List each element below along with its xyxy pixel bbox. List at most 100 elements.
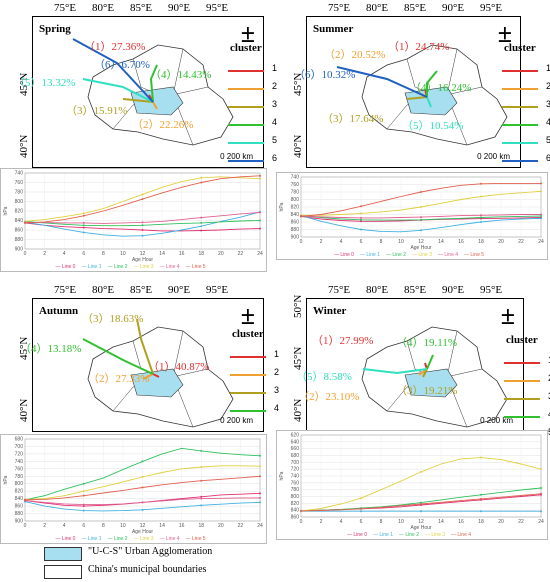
cluster-percentage-label: （4）19.11% [396, 337, 458, 349]
cluster-legend-row: 3 [230, 385, 290, 398]
chart-legend-item: — Line 0 [55, 264, 76, 270]
cluster-percentage-label: （4）16.24% [410, 82, 472, 94]
x-tick-label: 12 [418, 239, 424, 245]
scale-bar-label: 0 200 km [477, 152, 510, 161]
cluster-percentage-label: （2）22.26% [132, 119, 194, 131]
cluster-trajectory [122, 98, 154, 103]
y-tick-label: 780 [291, 190, 300, 196]
cluster-percentage-label: （5）8.58% [296, 371, 352, 383]
chart-legend-item: — Line 2 [385, 252, 406, 258]
chart-legend-item: — Line 0 [346, 532, 367, 538]
cluster-legend-label: 2 [274, 367, 280, 377]
map-frame: Spring ±0 200 km [32, 16, 264, 168]
cluster-percentage-label: （1）40.87% [148, 361, 210, 373]
cluster-legend-swatch [502, 106, 538, 108]
x-tick-label: 20 [218, 251, 224, 257]
y-tick-label: 820 [15, 209, 24, 215]
cluster-legend-row: 2 [502, 81, 550, 94]
season-panel-winter: 75°E 80°E 85°E 90°E 95°E 40°N 45°N 50°N Winter ±0… [276, 282, 550, 562]
series-marker [200, 449, 203, 452]
chart-legend-item: — Line 4 [438, 252, 459, 258]
x-tick-label: 20 [218, 523, 224, 529]
series-marker [420, 206, 422, 208]
series-marker [480, 195, 482, 198]
series-marker [360, 216, 362, 219]
coord-lon-label: 90°E [442, 2, 465, 14]
x-tick-label: 0 [24, 523, 27, 529]
cluster-trajectory [136, 318, 154, 375]
chart-legend: — Line 0 — Line 1 — Line 2 — Line 3 — Line 4… [55, 536, 211, 542]
cluster-legend-row: 3 [502, 99, 550, 112]
chart-legend-item: — Line 5 [185, 536, 206, 542]
series-marker [360, 220, 362, 223]
y-tick-label: 840 [15, 218, 24, 224]
series-marker [82, 482, 85, 485]
coord-lon-label: 75°E [54, 284, 77, 296]
series-marker [420, 510, 422, 513]
x-tick-label: 18 [478, 239, 484, 245]
cluster-legend-row: 6 [502, 153, 550, 166]
series-marker [200, 225, 203, 228]
y-tick-label: 760 [291, 182, 300, 188]
x-axis-label: Age Hour [132, 257, 153, 263]
series-marker [259, 177, 261, 180]
cluster-legend-swatch [502, 160, 538, 162]
series-marker [480, 182, 482, 185]
series-marker [141, 198, 144, 201]
x-tick-label: 10 [120, 523, 126, 529]
cluster-legend-label: 3 [274, 385, 280, 395]
x-tick-label: 10 [398, 239, 404, 245]
x-tick-label: 0 [300, 239, 303, 245]
cluster-legend-swatch [228, 142, 264, 144]
coord-lon-label: 80°E [366, 284, 389, 296]
cluster-legend-label: 6 [272, 153, 278, 163]
cluster-legend-row: 2 [504, 373, 550, 386]
cluster-legend-label: 2 [548, 373, 550, 383]
coord-lon-label: 85°E [130, 284, 153, 296]
y-tick-label: 640 [291, 439, 300, 445]
chart-legend-item: — Line 1 [81, 264, 102, 270]
cluster-percentage-label: （4）14.43% [150, 69, 212, 81]
cluster-legend-swatch [228, 70, 264, 72]
scale-bar-label: 0 200 km [480, 416, 513, 425]
coord-lon-label: 80°E [92, 2, 115, 14]
series-marker [82, 231, 85, 234]
cluster-percentage-label: （2）23.10% [298, 391, 360, 403]
cluster-legend-title: cluster [230, 42, 262, 54]
y-tick-label: 680 [15, 437, 24, 443]
x-tick-label: 6 [360, 239, 363, 245]
x-tick-label: 18 [198, 251, 204, 257]
x-tick-label: 10 [120, 251, 126, 257]
cluster-trajectory [426, 96, 432, 108]
cluster-legend-swatch [504, 380, 540, 382]
series-marker [540, 182, 542, 185]
map-svg [336, 44, 508, 146]
y-tick-label: 780 [291, 487, 300, 493]
north-arrow-icon: ± [500, 301, 515, 330]
x-tick-label: 0 [24, 251, 27, 257]
coord-lon-label: 85°E [130, 2, 153, 14]
coord-lon-label: 90°E [168, 2, 191, 14]
y-axis-label: hPa [279, 202, 285, 211]
urban-agglomeration-area [404, 368, 458, 398]
cluster-legend-swatch [230, 374, 266, 376]
series-marker [540, 217, 542, 220]
cluster-legend-row: 5 [228, 135, 288, 148]
chart-legend-item: — Line 3 [412, 252, 433, 258]
series-marker [480, 493, 482, 496]
chart-svg: 6206406606807007207407607808008208408600… [279, 433, 544, 532]
x-tick-label: 22 [238, 523, 244, 529]
series-marker [200, 479, 203, 482]
cluster-legend-swatch [502, 124, 538, 126]
chart-legend: — Line 0 — Line 1 — Line 2 — Line 3 — Line 4 [347, 532, 477, 538]
scale-bar-label: 0 200 km [220, 416, 253, 425]
y-tick-label: 800 [15, 481, 24, 487]
series-marker [300, 509, 302, 512]
cluster-legend-swatch [502, 88, 538, 90]
cluster-legend-swatch [504, 362, 540, 364]
x-tick-label: 12 [140, 251, 146, 257]
chart-legend-item: — Line 2 [398, 532, 420, 538]
series-marker [420, 229, 422, 232]
cluster-percentage-label: （1）27.36% [84, 41, 146, 53]
series-marker [540, 190, 542, 193]
